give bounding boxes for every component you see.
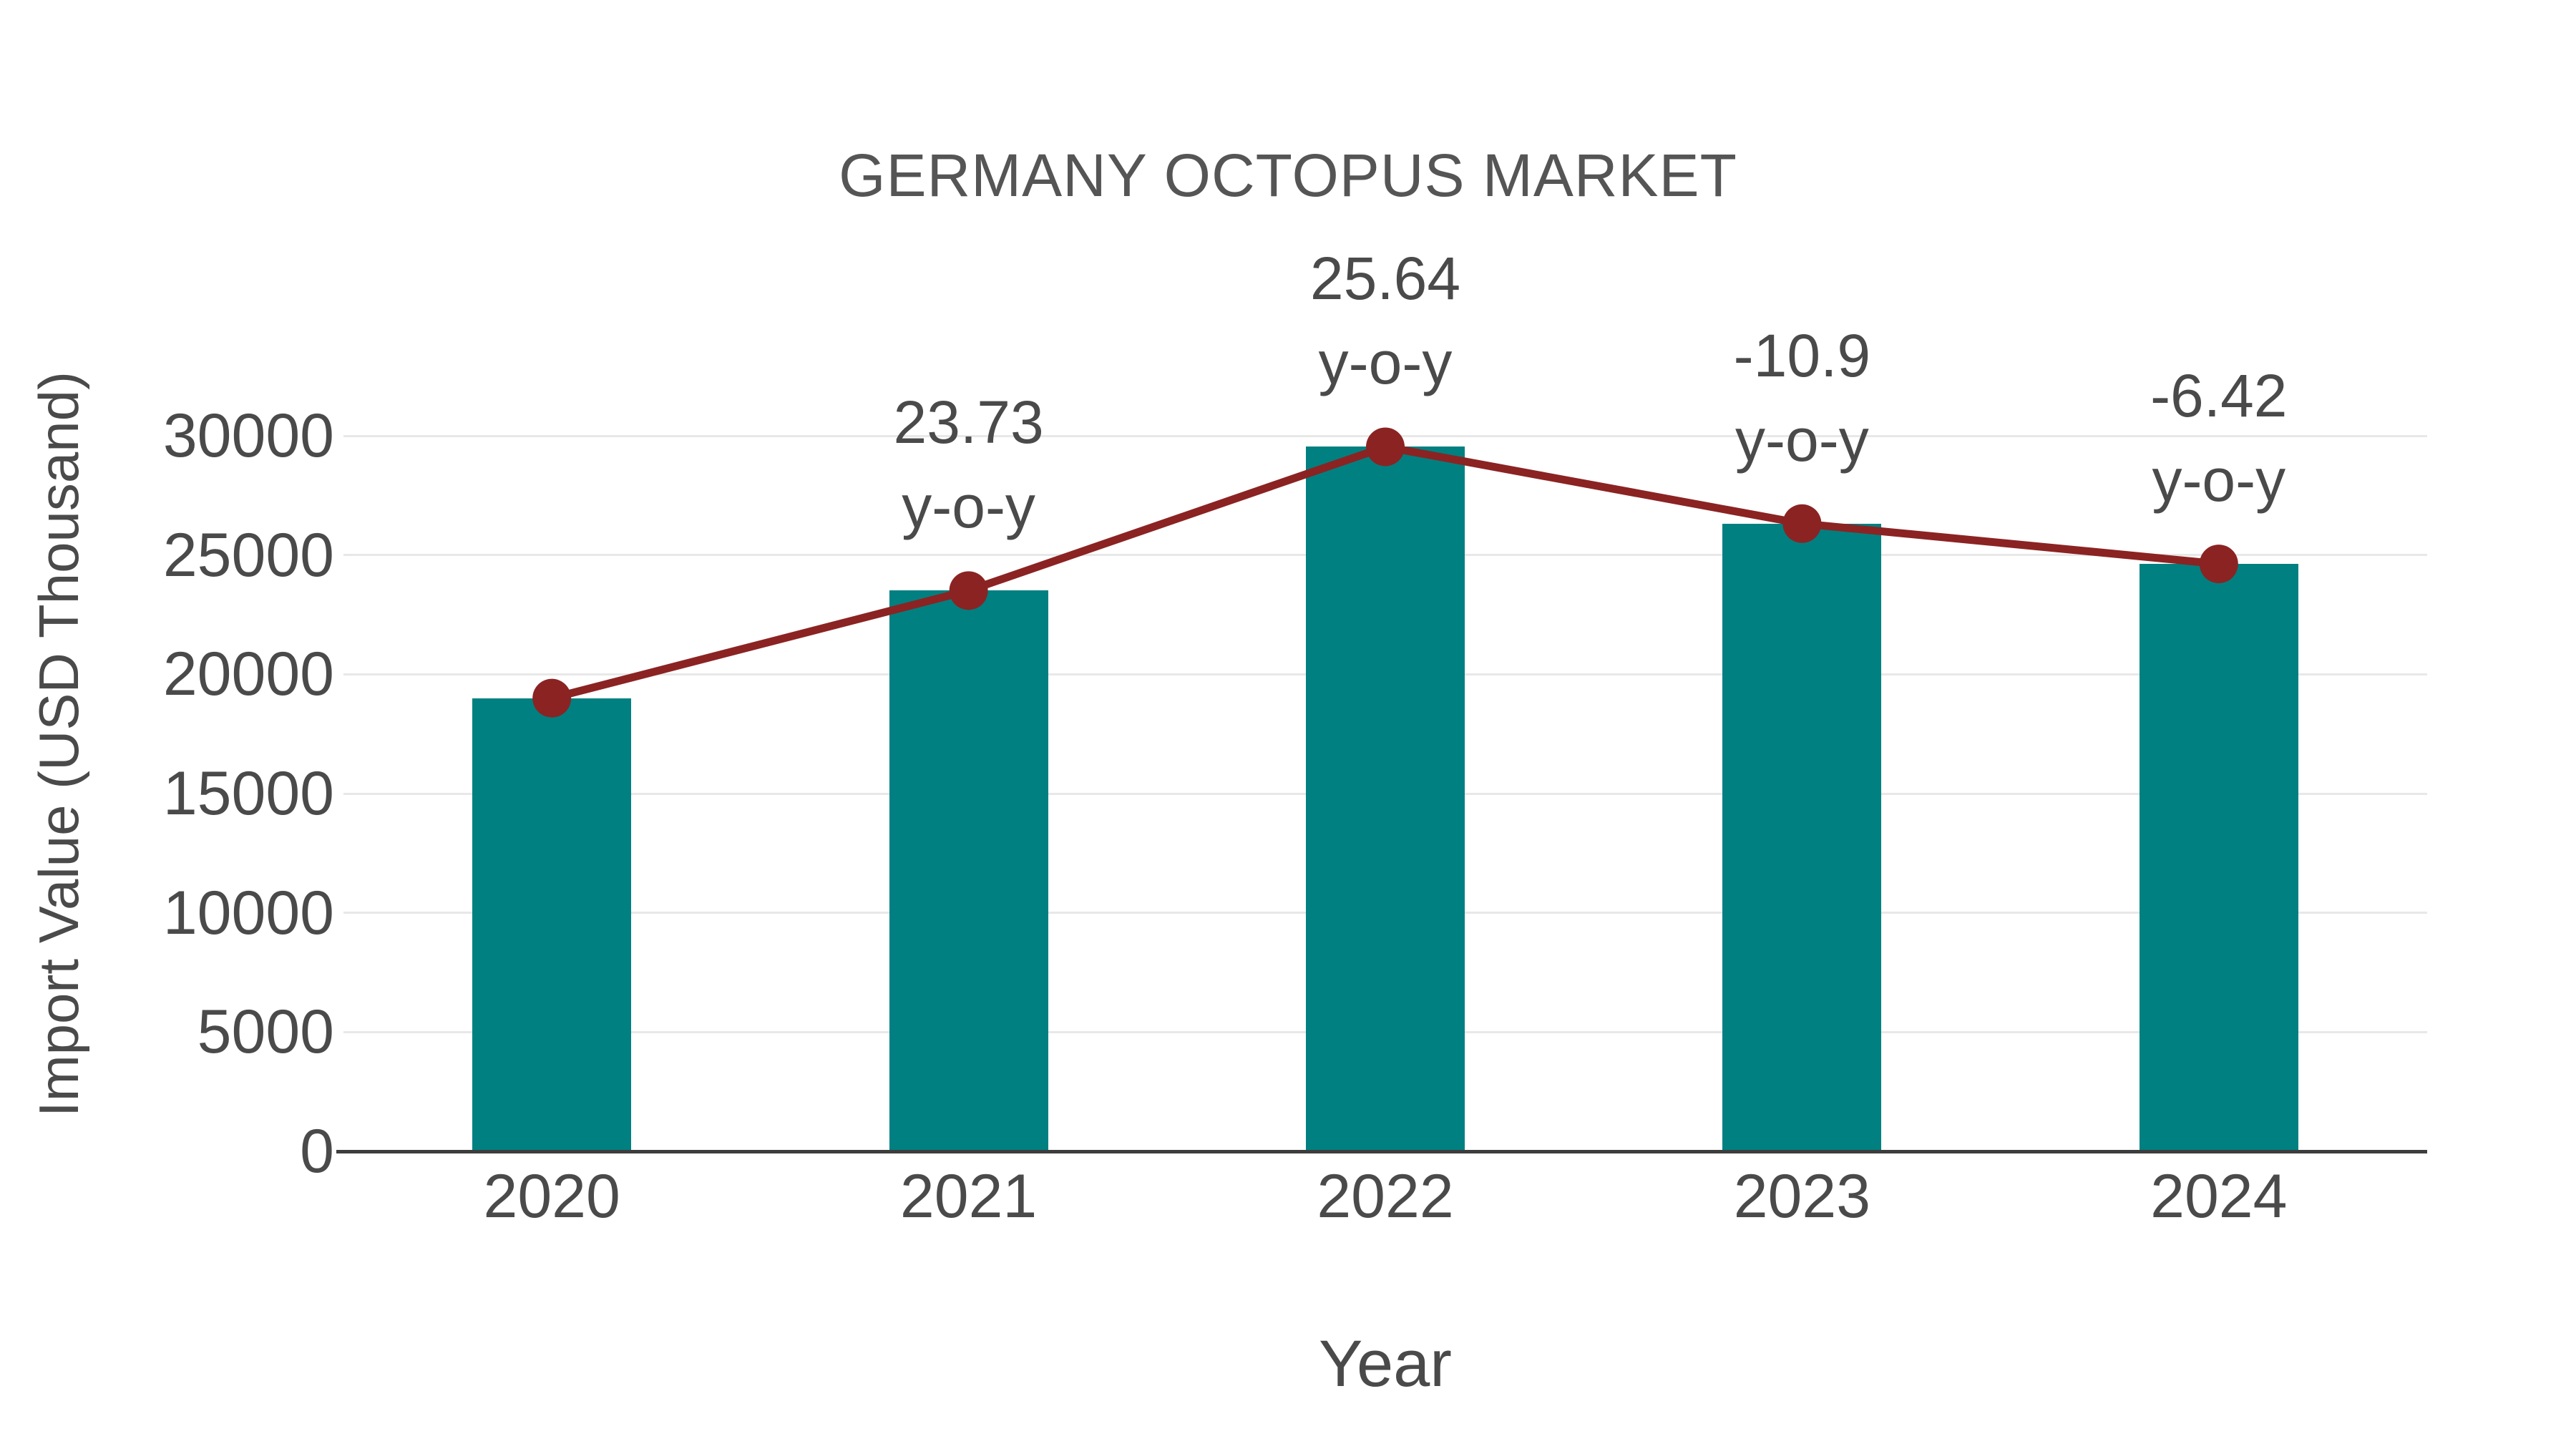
line-marker-2022 (1366, 427, 1405, 467)
y-axis-tick-label: 25000 (162, 520, 334, 590)
y-axis-tick-label: 0 (300, 1117, 334, 1186)
x-axis-tick-label: 2023 (1733, 1162, 1871, 1231)
yoy-annotation-2022: 25.64 y-o-y (1171, 236, 1600, 405)
yoy-annotation-suffix: y-o-y (1735, 406, 1869, 474)
yoy-annotation-value: -6.42 (2150, 362, 2288, 430)
yoy-annotation-suffix: y-o-y (2152, 447, 2286, 514)
y-axis-tick-label: 20000 (162, 640, 334, 709)
yoy-annotation-value: 23.73 (893, 389, 1044, 457)
yoy-annotation-2021: 23.73 y-o-y (754, 380, 1184, 549)
x-axis-tick-label: 2021 (899, 1162, 1038, 1231)
line-marker-2024 (2199, 545, 2238, 584)
x-axis-title: Year (1319, 1327, 1452, 1400)
bar-2020 (472, 698, 632, 1151)
yoy-annotation-suffix: y-o-y (1318, 329, 1453, 397)
x-axis-tick-label: 2022 (1317, 1162, 1454, 1231)
y-axis-tick-label: 10000 (162, 878, 334, 947)
line-marker-2023 (1782, 504, 1822, 543)
line-marker-2021 (949, 571, 988, 610)
x-axis-line (336, 1150, 2427, 1153)
yoy-annotation-suffix: y-o-y (902, 473, 1035, 541)
bar-2024 (2139, 564, 2298, 1151)
yoy-annotation-value: -10.9 (1733, 321, 1871, 389)
x-axis-tick-label: 2020 (483, 1162, 620, 1231)
line-marker-2020 (532, 678, 572, 718)
chart-title: GERMANY OCTOPUS MARKET (839, 142, 1737, 209)
y-axis-tick-label: 5000 (197, 997, 334, 1067)
yoy-annotation-2024: -6.42 y-o-y (2004, 353, 2434, 522)
yoy-annotation-value: 25.64 (1309, 245, 1461, 313)
x-axis-tick-label: 2024 (2150, 1162, 2288, 1231)
bar-2022 (1306, 447, 1465, 1151)
y-axis-tick-label: 30000 (162, 401, 334, 470)
bar-2021 (889, 590, 1048, 1151)
bar-2023 (1722, 523, 1882, 1151)
y-axis-tick-label: 15000 (162, 759, 334, 828)
yoy-annotation-2023: -10.9 y-o-y (1587, 313, 2016, 482)
